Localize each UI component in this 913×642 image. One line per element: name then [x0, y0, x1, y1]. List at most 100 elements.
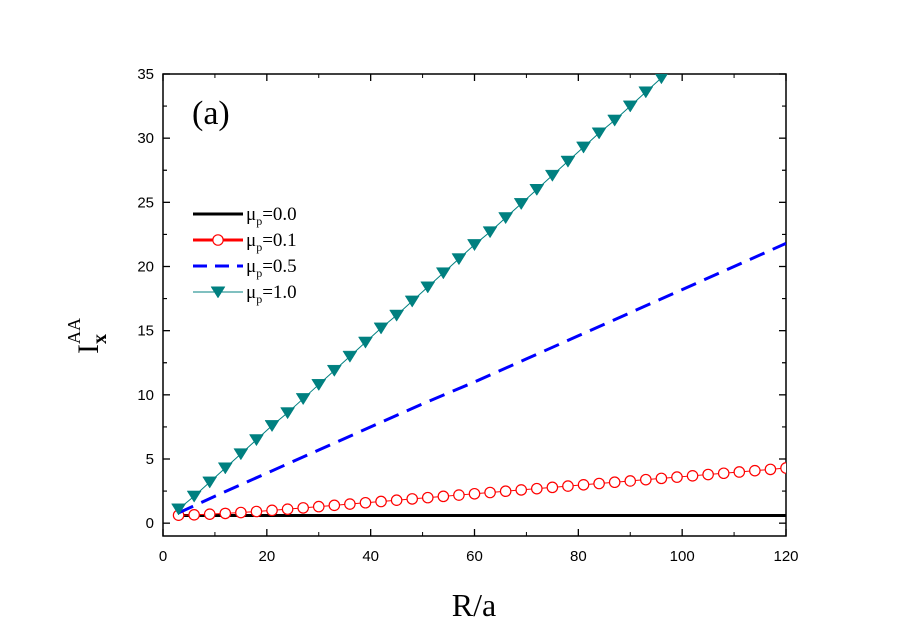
series-line-2 [177, 242, 786, 515]
series-3-point [591, 127, 607, 140]
series-3-point [311, 379, 327, 391]
series-1-point [359, 496, 372, 509]
series-3-point [513, 198, 529, 211]
series-1-point [717, 467, 730, 480]
series-1-point [406, 493, 418, 505]
series-1-point [390, 494, 403, 506]
y-tick-label: 10 [137, 387, 154, 404]
series-1-point [499, 485, 512, 498]
series-3-point [280, 407, 296, 420]
series-3-point [233, 448, 249, 461]
legend: μp=0.0μp=0.1μp=0.5μp=1.0 [193, 204, 297, 306]
series-3-point [202, 476, 218, 489]
series-3-point [373, 322, 389, 335]
series-1-point [468, 487, 481, 500]
series-3-point [544, 169, 560, 182]
series-3-point [171, 503, 187, 516]
x-tick-label: 100 [670, 548, 695, 565]
series-3-point [560, 155, 576, 168]
series-3-point [467, 239, 482, 252]
series-1-point [421, 491, 434, 504]
series-1-point [266, 504, 278, 517]
legend-marker-1 [212, 234, 224, 246]
series-3-point [529, 184, 545, 196]
series-1-point [453, 489, 465, 501]
y-tick-label: 35 [137, 66, 154, 83]
series-3-point [607, 114, 623, 127]
series-3-point [217, 462, 233, 475]
y-axis-title: Ix AA [64, 318, 111, 354]
y-tick-label: 30 [137, 130, 154, 147]
series-1-point [562, 480, 574, 492]
y-tick-label: 15 [137, 323, 154, 340]
series-3-point [482, 226, 498, 239]
series-1-point [250, 505, 263, 518]
series-3-point [638, 86, 654, 99]
legend-marker-3 [210, 286, 226, 299]
y-axis-title-superscript: AA [64, 318, 84, 344]
series-1-point [344, 498, 356, 510]
legend-label-1: μp=0.1 [246, 230, 297, 254]
legend-label-2: μp=0.5 [246, 256, 297, 280]
series-1-point [640, 473, 652, 486]
panel-label: (a) [192, 95, 230, 132]
axis-ticks: 0 20 40 60 80 100 120 0 5 10 15 20 25 30 35 [137, 66, 798, 565]
series-3-point [389, 309, 405, 322]
series-3-point [498, 212, 514, 225]
x-tick-label: 40 [362, 548, 379, 565]
y-axis-title-main: I [72, 344, 105, 354]
series-3-point [342, 350, 358, 363]
series-1-point [702, 468, 714, 481]
y-tick-label: 25 [137, 194, 154, 211]
legend-label-3: μp=1.0 [246, 282, 297, 306]
x-tick-label: 0 [159, 548, 167, 565]
y-tick-label: 0 [146, 515, 154, 532]
y-tick-label: 5 [146, 451, 154, 468]
series-1-point [780, 462, 786, 474]
series-1-point [608, 476, 621, 489]
series-3-point [451, 253, 467, 266]
series-1-point [328, 499, 341, 512]
x-tick-label: 20 [258, 548, 275, 565]
series-1-point [484, 486, 496, 499]
series-1-point [281, 503, 294, 515]
series-3-point [654, 74, 668, 85]
series-3-point [186, 490, 202, 503]
series-3-point [576, 141, 591, 154]
series-1-point [764, 463, 777, 476]
series-1-point [624, 475, 637, 487]
series-1-point [671, 471, 683, 483]
series-1-point [593, 477, 605, 490]
x-tick-label: 120 [773, 548, 798, 565]
series-3-point [326, 364, 342, 377]
series-1-point [749, 464, 761, 477]
legend-label-0: μp=0.0 [246, 204, 297, 228]
svg-text:IxAA: Ix AA [64, 318, 111, 354]
series-1-point [437, 490, 450, 503]
series-3-point [622, 100, 638, 113]
x-axis-title: R/a [452, 587, 496, 623]
series-1-point [530, 482, 543, 495]
x-tick-label: 60 [466, 548, 483, 565]
series-1-point [577, 478, 590, 491]
series-layer [171, 74, 786, 522]
series-1-point [515, 484, 528, 496]
series-3-point [295, 393, 311, 406]
series-line-1 [178, 467, 786, 516]
series-3-point [420, 281, 436, 294]
series-1-point [733, 466, 746, 478]
series-3-point [358, 336, 373, 349]
series-3-point [435, 267, 451, 280]
series-1-point [546, 481, 559, 494]
series-3-point [248, 434, 264, 447]
series-3-point [264, 420, 280, 433]
series-1-point [312, 500, 325, 513]
series-1-point [686, 470, 699, 482]
series-1-point [235, 506, 247, 519]
x-tick-label: 80 [570, 548, 587, 565]
series-1-point [188, 509, 200, 521]
series-1-point [203, 508, 216, 520]
y-tick-label: 20 [137, 259, 154, 276]
series-3-point [404, 295, 420, 308]
